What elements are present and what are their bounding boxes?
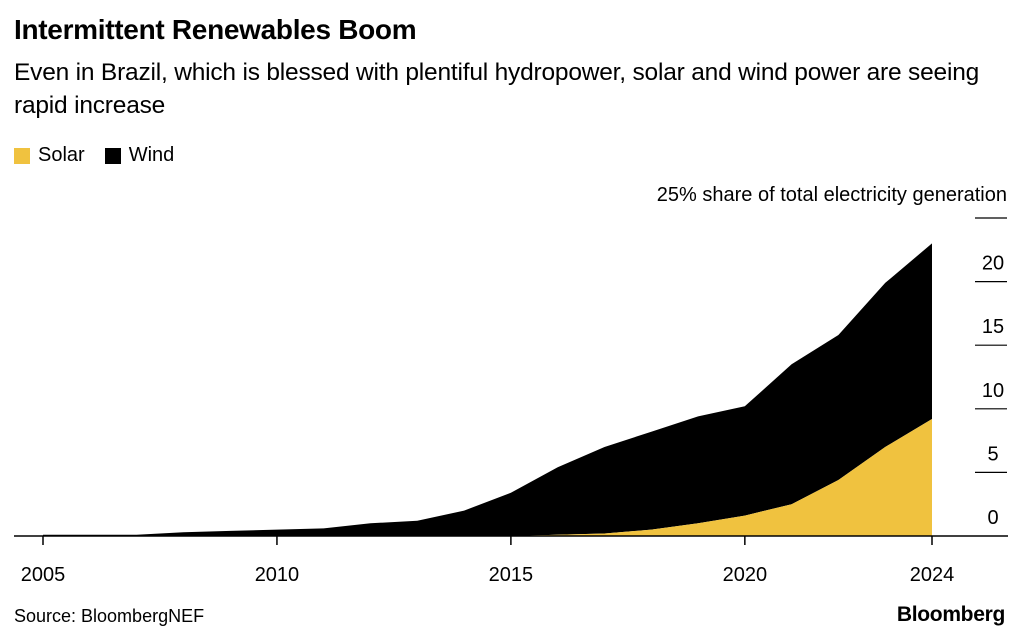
y-tick-label: 5 (987, 443, 998, 465)
bloomberg-logo: Bloomberg (896, 603, 1005, 626)
legend-label-solar: Solar (38, 144, 85, 166)
legend-swatch-solar (14, 147, 30, 164)
legend-item-wind: Wind (104, 144, 175, 167)
chart-title: Intermittent Renewables Boom (14, 14, 417, 45)
source-note: Source: BloombergNEF (14, 606, 205, 626)
y-axis-title: 25% share of total electricity generatio… (657, 184, 1007, 206)
x-tick-label: 2010 (255, 564, 300, 586)
chart-subtitle: Even in Brazil, which is blessed with pl… (14, 59, 980, 119)
x-tick-label: 2024 (910, 564, 955, 586)
legend: Solar Wind (14, 144, 194, 167)
x-tick-label: 2005 (21, 564, 66, 586)
y-tick-label: 20 (982, 253, 1004, 275)
legend-item-solar: Solar (14, 144, 85, 167)
y-tick-label: 15 (982, 316, 1004, 338)
legend-label-wind: Wind (128, 144, 175, 166)
area-wind (43, 243, 932, 536)
x-tick-label: 2015 (489, 564, 534, 586)
x-tick-label: 2020 (723, 564, 768, 586)
y-tick-label: 10 (982, 380, 1004, 402)
legend-swatch-wind (104, 147, 121, 164)
area-solar (43, 419, 932, 536)
y-tick-label: 0 (987, 507, 998, 529)
